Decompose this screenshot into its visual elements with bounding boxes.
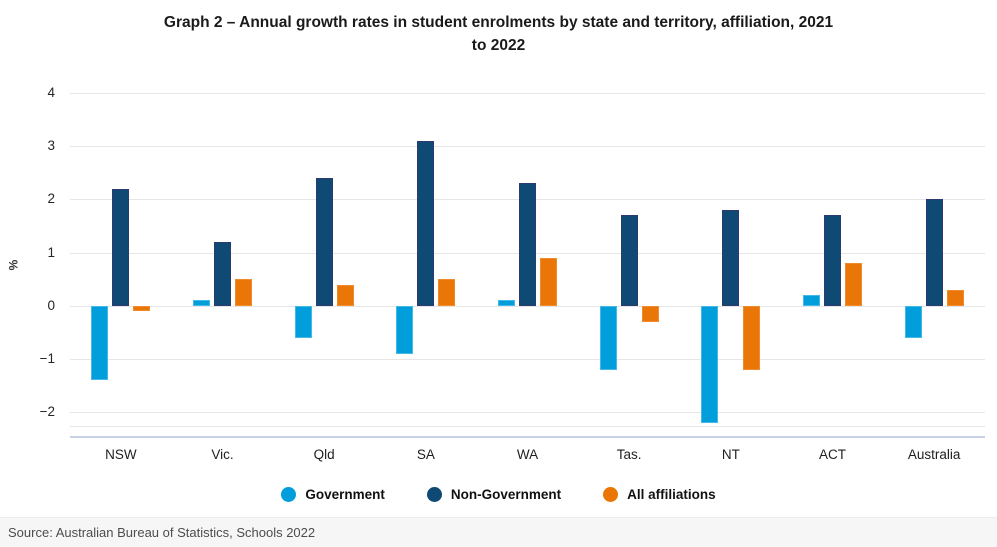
- legend-swatch-non-government-icon: [426, 487, 442, 502]
- bar-non-government-vic: [214, 241, 231, 306]
- x-axis-label-vic: Vic.: [211, 447, 234, 462]
- legend-item-non-government: Non-Government: [426, 487, 562, 502]
- x-axis-line: [70, 436, 985, 438]
- y-tick-label--1: −1: [39, 351, 55, 366]
- bar-government-sa: [396, 305, 414, 354]
- y-tick-label-4: 4: [47, 85, 55, 100]
- plot-area: [70, 93, 985, 427]
- x-axis-label-tas: Tas.: [616, 447, 642, 462]
- bar-non-government-nsw: [112, 188, 130, 306]
- chart-title: Graph 2 – Annual growth rates in student…: [0, 11, 997, 57]
- bar-government-australia: [904, 305, 922, 338]
- bar-government-qld: [294, 305, 312, 338]
- legend: Government Non-Government All affiliations: [0, 487, 997, 502]
- source-bar: Source: Australian Bureau of Statistics,…: [0, 517, 997, 547]
- legend-swatch-all-affiliations-icon: [603, 487, 619, 502]
- y-axis-label: %: [6, 259, 21, 271]
- y-tick-label-2: 2: [47, 191, 55, 207]
- source-note: Source: Australian Bureau of Statistics,…: [8, 525, 316, 540]
- bar-non-government-sa: [417, 140, 435, 306]
- bar-all-affiliations-act: [845, 263, 862, 306]
- bar-government-tas: [599, 305, 617, 370]
- x-axis-label-wa: WA: [516, 447, 539, 462]
- legend-item-government: Government: [281, 487, 385, 502]
- bar-non-government-tas: [620, 215, 638, 306]
- bar-non-government-australia: [925, 199, 943, 306]
- bar-all-affiliations-wa: [540, 257, 557, 306]
- bar-government-act: [803, 295, 820, 306]
- gridline--1: [70, 359, 985, 360]
- bar-government-vic: [193, 300, 210, 306]
- gridline-4: [70, 93, 985, 94]
- gridline--2: [70, 412, 985, 414]
- bar-government-nsw: [91, 305, 109, 381]
- legend-label-government: Government: [305, 487, 385, 502]
- bar-government-wa: [498, 300, 515, 306]
- gridline-0: [70, 305, 985, 307]
- bar-non-government-nt: [722, 210, 740, 306]
- bar-government-nt: [701, 305, 719, 423]
- bar-non-government-act: [824, 215, 841, 306]
- legend-swatch-government-icon: [281, 487, 297, 502]
- x-axis-label-nt: NT: [721, 447, 740, 462]
- bar-all-affiliations-nsw: [133, 305, 151, 312]
- y-tick-label-0: 0: [47, 297, 55, 313]
- x-axis-label-act: ACT: [818, 447, 846, 462]
- bar-all-affiliations-nt: [743, 305, 761, 370]
- chart-title-line-1: Graph 2 – Annual growth rates in student…: [163, 14, 834, 31]
- gridline-3: [70, 146, 985, 148]
- legend-label-all-affiliations: All affiliations: [627, 487, 716, 502]
- bar-non-government-wa: [519, 183, 536, 306]
- x-axis-label-australia: Australia: [907, 447, 961, 462]
- x-axis-label-nsw: NSW: [105, 447, 137, 462]
- chart-title-line-2: to 2022: [471, 37, 526, 54]
- bar-non-government-qld: [315, 178, 333, 306]
- y-tick-label-1: 1: [47, 244, 55, 260]
- y-tick-label--2: −2: [39, 404, 55, 420]
- bar-all-affiliations-australia: [946, 289, 964, 306]
- x-axis-label-qld: Qld: [313, 447, 335, 462]
- legend-item-all-affiliations: All affiliations: [603, 487, 716, 502]
- bar-all-affiliations-qld: [336, 284, 354, 306]
- x-axis-label-sa: SA: [416, 447, 435, 462]
- bar-all-affiliations-tas: [641, 305, 659, 322]
- y-tick-label-3: 3: [47, 138, 55, 154]
- bar-all-affiliations-vic: [235, 279, 252, 306]
- bar-all-affiliations-sa: [438, 279, 456, 306]
- legend-label-non-government: Non-Government: [450, 487, 562, 502]
